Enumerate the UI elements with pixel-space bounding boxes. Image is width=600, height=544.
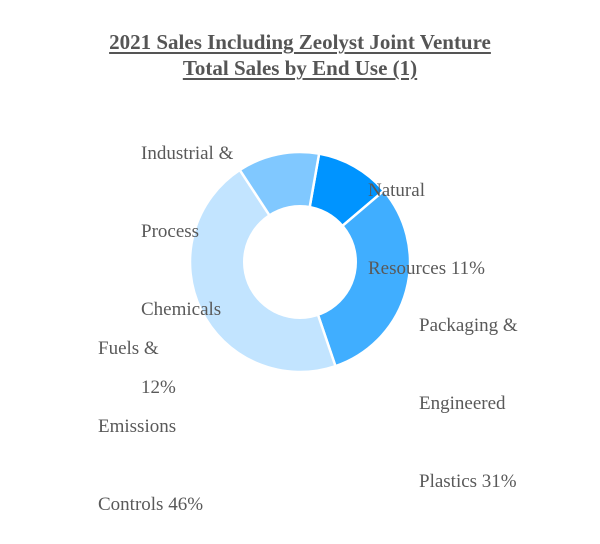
donut-slice-packaging-engineered-plastics <box>298 189 412 368</box>
chart-title-line-2: Total Sales by End Use (1) <box>182 56 418 80</box>
donut-chart <box>188 150 412 374</box>
label-line: Packaging & <box>419 315 518 336</box>
label-line: Natural <box>368 180 425 201</box>
label-line: Emissions <box>98 416 177 437</box>
label-line: 12% <box>141 377 176 398</box>
label-industrial-process-chemicals: Industrial & Process Chemicals 12% <box>141 89 233 427</box>
label-line: Industrial & <box>141 143 234 164</box>
label-packaging-engineered-plastics: Packaging & Engineered Plastics 31% <box>419 261 518 521</box>
donut-hole <box>243 205 357 319</box>
label-line: Resources 11% <box>368 258 485 279</box>
label-line: Process <box>141 221 200 242</box>
label-natural-resources: Natural Resources 11% <box>368 126 485 308</box>
label-line: Chemicals <box>141 299 222 320</box>
chart-title-line-1: 2021 Sales Including Zeolyst Joint Ventu… <box>109 30 491 54</box>
label-line: Controls 46% <box>98 494 204 515</box>
label-fuels-emissions-controls: Fuels & Emissions Controls 46% <box>98 284 203 544</box>
label-line: Engineered <box>419 393 506 414</box>
label-line: Fuels & <box>98 338 159 359</box>
label-line: Plastics 31% <box>419 471 517 492</box>
